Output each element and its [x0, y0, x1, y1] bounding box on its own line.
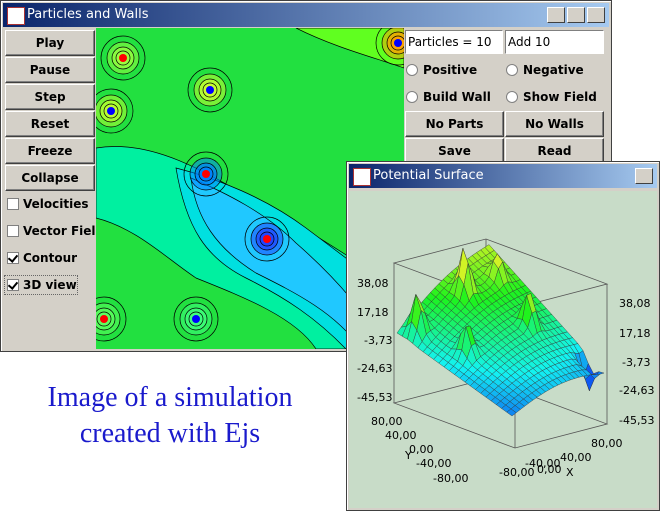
button[interactable]: Reset: [5, 111, 95, 137]
contour-ring: [100, 35, 146, 81]
z-tick-label: 17,18: [357, 306, 389, 319]
button[interactable]: Collapse: [5, 165, 95, 191]
checkbox[interactable]: Contour: [5, 249, 77, 267]
particle: [192, 315, 200, 323]
x-axis-label: X: [566, 466, 574, 479]
app-icon: [353, 168, 371, 186]
x-tick-label: 0,00: [537, 463, 562, 476]
window-title: Potential Surface: [373, 168, 484, 183]
contour-ring: [375, 28, 404, 66]
particle: [263, 235, 271, 243]
button[interactable]: No Parts: [405, 111, 504, 137]
contour-ring: [244, 216, 290, 262]
button[interactable]: Freeze: [5, 138, 95, 164]
checkbox[interactable]: Velocities: [5, 195, 88, 213]
x-tick-label: 80,00: [591, 437, 623, 450]
radio[interactable]: Show Field: [505, 88, 597, 106]
title-bar: Potential Surface: [349, 164, 657, 188]
y-tick-label: -40,00: [416, 457, 452, 470]
radio[interactable]: Build Wall: [405, 88, 491, 106]
minimize[interactable]: [547, 7, 565, 23]
z-tick-label: -3,73: [622, 356, 651, 369]
caption-line: created with Ejs: [79, 418, 261, 449]
add-field[interactable]: Add 10: [505, 30, 604, 54]
contour-ring: [96, 88, 134, 134]
contour-band: [295, 28, 404, 69]
x-tick-label: 40,00: [560, 451, 592, 464]
z-tick-label: -24,63: [619, 384, 655, 397]
checkbox[interactable]: 3D view: [4, 275, 78, 295]
button[interactable]: Pause: [5, 57, 95, 83]
checkbox[interactable]: Vector Field: [5, 222, 104, 240]
button[interactable]: Read: [505, 138, 604, 164]
window-title: Particles and Walls: [27, 7, 149, 22]
y-tick-label: 80,00: [371, 415, 403, 428]
z-tick-label: -45,53: [619, 414, 655, 427]
contour-ring: [96, 296, 127, 342]
contour-ring: [183, 151, 229, 197]
radio[interactable]: Negative: [505, 61, 584, 79]
particle: [206, 86, 214, 94]
contour-band: [190, 177, 387, 349]
close[interactable]: [587, 7, 605, 23]
particle: [202, 170, 210, 178]
z-tick-label: 38,08: [619, 297, 651, 310]
button[interactable]: Save: [405, 138, 504, 164]
caption-line: Image of a simulation: [47, 382, 293, 413]
z-tick-label: -3,73: [364, 334, 393, 347]
y-tick-label: 0,00: [409, 443, 434, 456]
radio[interactable]: Positive: [405, 61, 477, 79]
particle: [119, 54, 127, 62]
particle: [107, 107, 115, 115]
z-tick-label: -45,53: [357, 391, 393, 404]
maximize[interactable]: [567, 7, 585, 23]
surface-plot: [349, 191, 657, 508]
y-tick-label: 40,00: [385, 429, 417, 442]
particle: [394, 39, 402, 47]
app-icon: [7, 7, 25, 25]
y-tick-label: -80,00: [433, 472, 469, 485]
surface-window: Potential Surface 38,08 17,18 -3,73 -24,63 -…: [346, 161, 660, 511]
z-tick-label: -24,63: [357, 362, 393, 375]
button[interactable]: Step: [5, 84, 95, 110]
z-tick-label: 17,18: [619, 327, 651, 340]
surface-cell: [506, 408, 517, 417]
x-tick-label: -40,00: [525, 457, 561, 470]
particle: [100, 315, 108, 323]
x-tick-label: -80,00: [499, 466, 535, 479]
button[interactable]: No Walls: [505, 111, 604, 137]
contour-ring: [187, 67, 233, 113]
y-axis-label: Y: [405, 449, 412, 462]
close[interactable]: [635, 168, 653, 184]
particles-field: Particles = 10: [405, 30, 503, 54]
button[interactable]: Play: [5, 30, 95, 56]
contour-ring: [173, 296, 219, 342]
z-tick-label: 38,08: [357, 277, 389, 290]
title-bar: Particles and Walls: [3, 3, 609, 27]
